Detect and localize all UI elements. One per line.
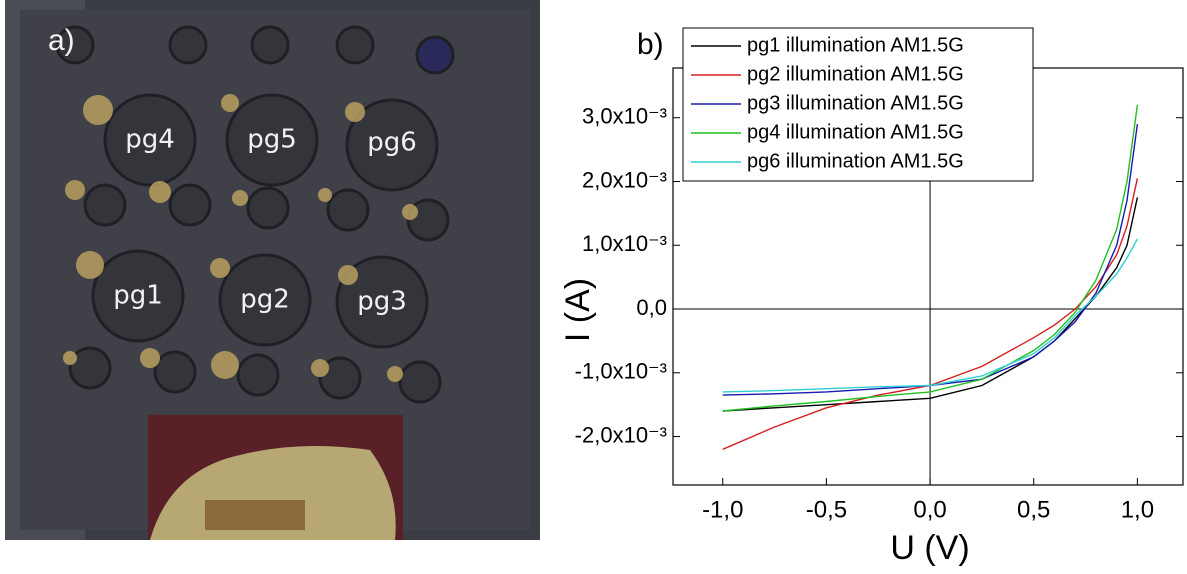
legend-label: pg6 illumination AM1.5G xyxy=(747,150,964,172)
pad-label: pg6 xyxy=(367,128,417,158)
y-tick-label: 0,0 xyxy=(636,295,667,320)
photo: a) pg4 pg5 pg6 pg1 pg2 pg3 xyxy=(5,0,540,540)
pad-label: pg1 xyxy=(113,281,163,311)
pad-label: pg2 xyxy=(240,285,290,315)
x-axis-title: U (V) xyxy=(890,529,969,567)
y-tick-label: 1,0x10⁻³ xyxy=(582,231,667,256)
y-tick-label: -1,0x10⁻³ xyxy=(575,359,667,384)
legend-box xyxy=(682,27,1034,182)
y-axis-title: I (A) xyxy=(559,278,597,342)
y-tick-label: 2,0x10⁻³ xyxy=(582,167,667,192)
legend-label: pg4 illumination AM1.5G xyxy=(747,121,964,143)
x-tick-label: -1,0 xyxy=(702,496,743,523)
y-tick-label: -2,0x10⁻³ xyxy=(575,422,667,447)
series-line xyxy=(722,124,1139,396)
pad-label: pg5 xyxy=(247,125,297,155)
x-tick-label: 1,0 xyxy=(1121,496,1154,523)
pad-label: pg4 xyxy=(125,125,175,155)
y-tick-label: 3,0x10⁻³ xyxy=(582,104,667,129)
series-line xyxy=(722,178,1139,450)
series-line xyxy=(722,104,1139,412)
x-tick-label: 0,5 xyxy=(1017,496,1050,523)
pad-label: pg3 xyxy=(357,287,407,317)
x-tick-label: -0,5 xyxy=(806,496,847,523)
legend-label: pg1 illumination AM1.5G xyxy=(747,34,964,56)
panel-label: b) xyxy=(637,28,664,61)
legend-label: pg3 illumination AM1.5G xyxy=(747,92,964,114)
x-tick-label: 0,0 xyxy=(913,496,946,523)
panel-label: a) xyxy=(48,24,75,57)
legend-label: pg2 illumination AM1.5G xyxy=(747,63,964,85)
series-line xyxy=(722,238,1139,393)
